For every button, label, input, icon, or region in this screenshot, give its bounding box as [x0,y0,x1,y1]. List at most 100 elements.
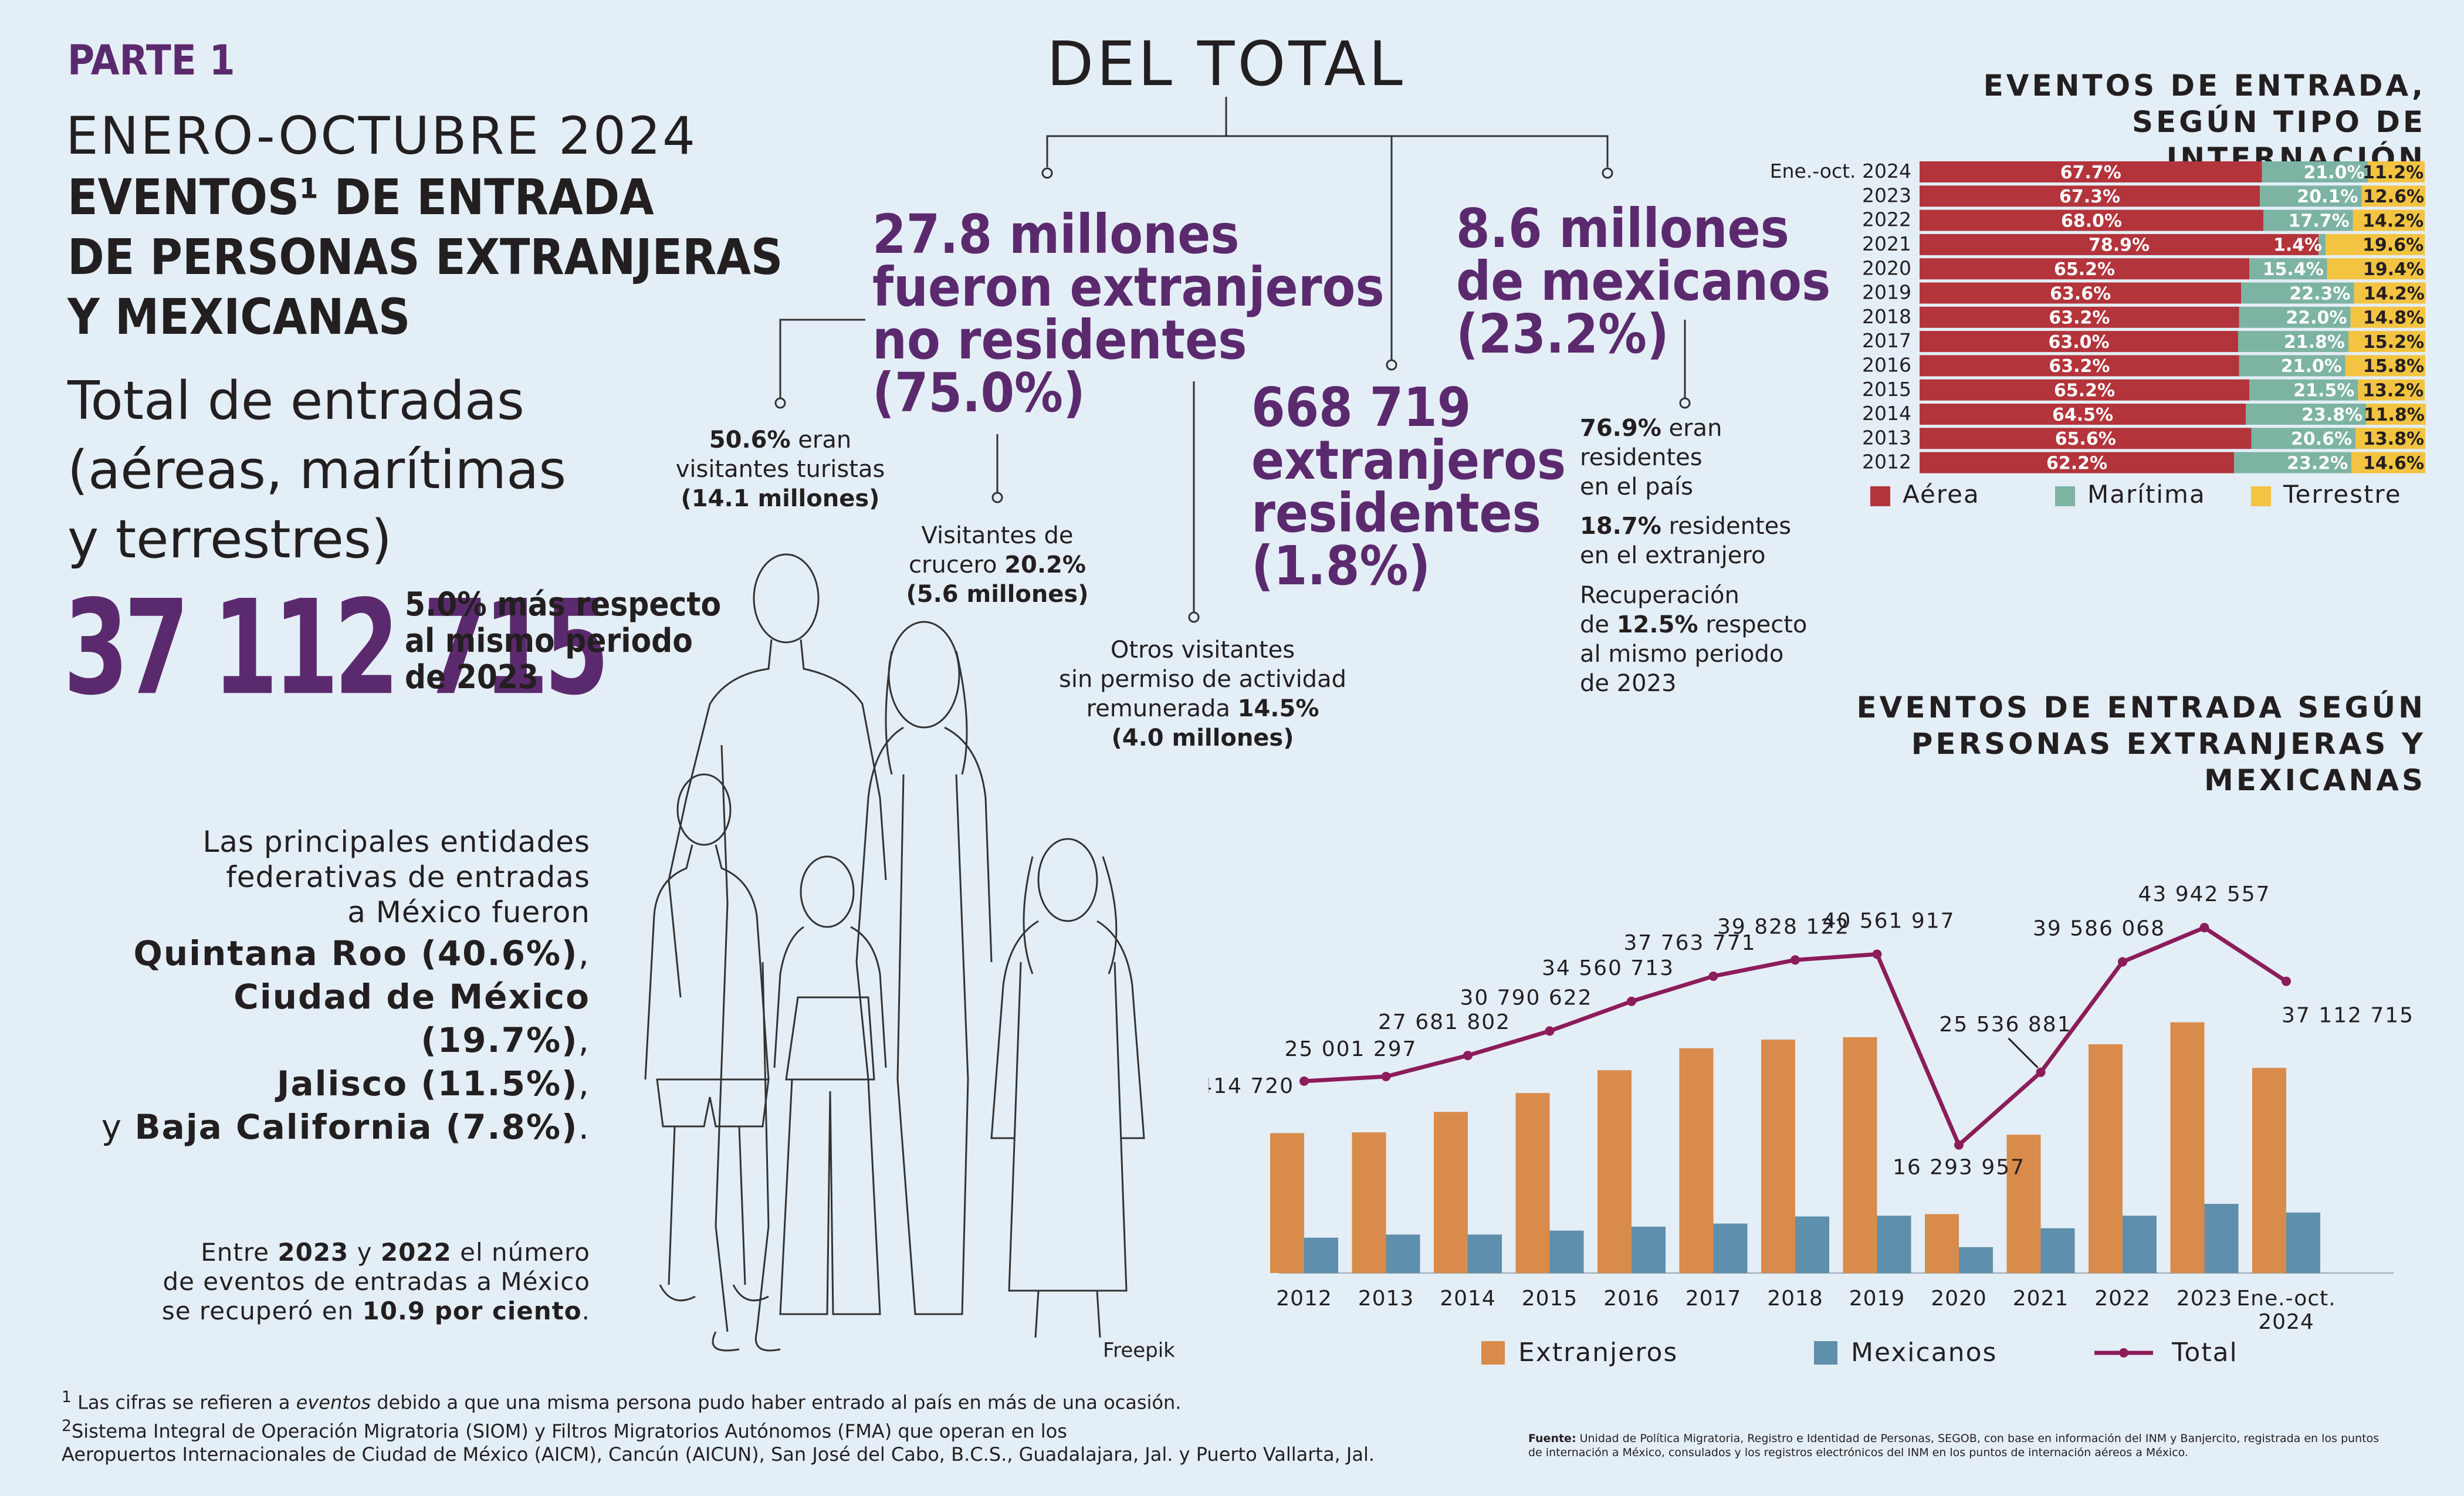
bar-segment-aérea [1920,233,2319,255]
part-label: PARTE 1 [67,36,235,84]
main-title: EVENTOS¹ DE ENTRADA DE PERSONAS EXTRANJE… [67,167,783,347]
conj: y [101,1107,135,1147]
total-point [1791,955,1800,965]
bar-extranjeros [1515,1093,1550,1273]
state-baja-california: Baja California (7.8%) [134,1107,578,1147]
bar-segment-aérea [1920,306,2239,328]
bar-segment-marítima [2241,282,2354,304]
total-point [1708,971,1718,981]
x-tick-label: 2021 [2013,1287,2069,1311]
chart-title-line: EVENTOS DE ENTRADA SEGÚN [1856,691,2426,725]
bar-segment-marítima [2319,233,2326,255]
data-label: 14.2% [2363,211,2424,231]
data-label: 65.2% [2054,259,2115,280]
data-label: 64.5% [2052,405,2113,425]
bar-segment-terrestre [2366,404,2426,425]
total-data-label: 16 293 957 [1893,1156,2025,1180]
headline-line: 668 719 [1251,376,1471,439]
bar-mexicanos [2286,1212,2320,1273]
bar-extranjeros [1352,1132,1386,1273]
t: 2 [62,1416,72,1435]
bar-segment-terrestre [2326,233,2425,255]
t: 10.9 por ciento [362,1297,582,1325]
t: crucero [909,551,1005,578]
note-line: de 2023 [405,658,539,696]
legend-label: Extranjeros [1518,1338,1678,1368]
data-label: 65.2% [2054,381,2115,401]
foreign-residents: 668 719 extranjeros residentes (1.8%) [1251,381,1566,593]
y-tick-label: 2015 [1862,378,1911,401]
data-label: 67.7% [2060,163,2121,183]
total-point [1381,1071,1391,1081]
total-data-label: 24 414 720 [1209,1074,1294,1098]
total-point [2118,957,2127,967]
legend-label: Mexicanos [1851,1338,1997,1368]
bar-mexicanos [1877,1216,1911,1273]
t: Fuente: [1528,1432,1576,1445]
t: de 2023 [1580,670,1677,697]
data-label: 14.6% [2363,453,2424,473]
data-label: 78.9% [2089,235,2150,256]
legend-label: Marítima [2087,480,2206,509]
cruise-note: Visitantes de crucero 20.2% (5.6 millone… [880,521,1115,609]
legend-swatch-marítima [2055,486,2075,506]
x-tick-label: 2019 [1849,1287,1905,1311]
t: de internación a México, consulados y lo… [1528,1446,2188,1459]
t: eran [1661,415,1722,442]
bar-segment-marítima [2251,428,2356,449]
bar-segment-terrestre [2354,282,2426,304]
chart-title-line: EVENTOS DE ENTRADA, [1983,69,2426,103]
x-tick-label: 2017 [1685,1287,1742,1311]
note-line: al mismo periodo [405,622,693,660]
t: 20.2% [1004,551,1086,578]
bar-mexicanos [1632,1226,1666,1273]
headline-line: (1.8%) [1251,534,1431,597]
data-label: 12.6% [2363,187,2424,207]
states-intro: Las principales entidades federativas de… [59,824,590,930]
t: 2022 [380,1238,452,1267]
bar-segment-marítima [2260,185,2362,207]
bar-segment-marítima [2263,209,2353,231]
data-label: 15.8% [2363,356,2424,377]
bar-segment-marítima [2262,161,2368,182]
legend-label: Terrestre [2283,480,2402,509]
punct: , [578,933,590,973]
t: 18.7% [1580,513,1661,540]
total-point [1545,1026,1555,1036]
source-note: Fuente: Unidad de Política Migratoria, R… [1528,1431,2432,1460]
y-tick-label: 2019 [1862,281,1911,304]
t: remunerada [1086,695,1238,722]
bar-segment-terrestre [2348,331,2425,353]
subtitle-line: (aéreas, marítimas [67,439,567,501]
legend-swatch-aérea [1870,486,1890,506]
footnotes: 1 Las cifras se refieren a eventos debid… [62,1386,1375,1466]
data-label: 63.0% [2048,332,2109,353]
bar-extranjeros [2089,1044,2123,1273]
bar-segment-terrestre [2351,452,2425,473]
t: 14.5% [1237,695,1319,722]
data-label: 11.8% [2364,405,2425,425]
states-intro-line: Las principales entidades [202,825,590,859]
headline-line: (75.0%) [872,361,1085,424]
headline-line: de mexicanos [1456,250,1831,313]
y-tick-label: 2022 [1862,208,1911,231]
data-label: 21.8% [2284,332,2345,353]
bar-segment-terrestre [2361,185,2425,207]
bar-mexicanos [2204,1204,2239,1273]
bar-segment-terrestre [2353,209,2425,231]
bar-segment-aérea [1920,331,2239,353]
legend-swatch-terrestre [2251,486,2271,506]
data-label: 62.2% [2046,453,2107,473]
bar-segment-marítima [2239,306,2351,328]
punct: , [578,1064,590,1104]
bar-segment-aérea [1920,209,2264,231]
data-label: 63.2% [2049,308,2110,329]
x-tick-label: Ene.-oct. [2236,1287,2336,1311]
t: Recuperación [1580,582,1739,609]
bar-extranjeros [1434,1112,1468,1273]
bar-segment-marítima [2249,379,2358,401]
bar-segment-aérea [1920,404,2246,425]
chart-title-line: PERSONAS EXTRANJERAS Y MEXICANAS [1911,727,2426,797]
bar-mexicanos [1468,1234,1502,1273]
data-label: 22.3% [2289,283,2350,304]
